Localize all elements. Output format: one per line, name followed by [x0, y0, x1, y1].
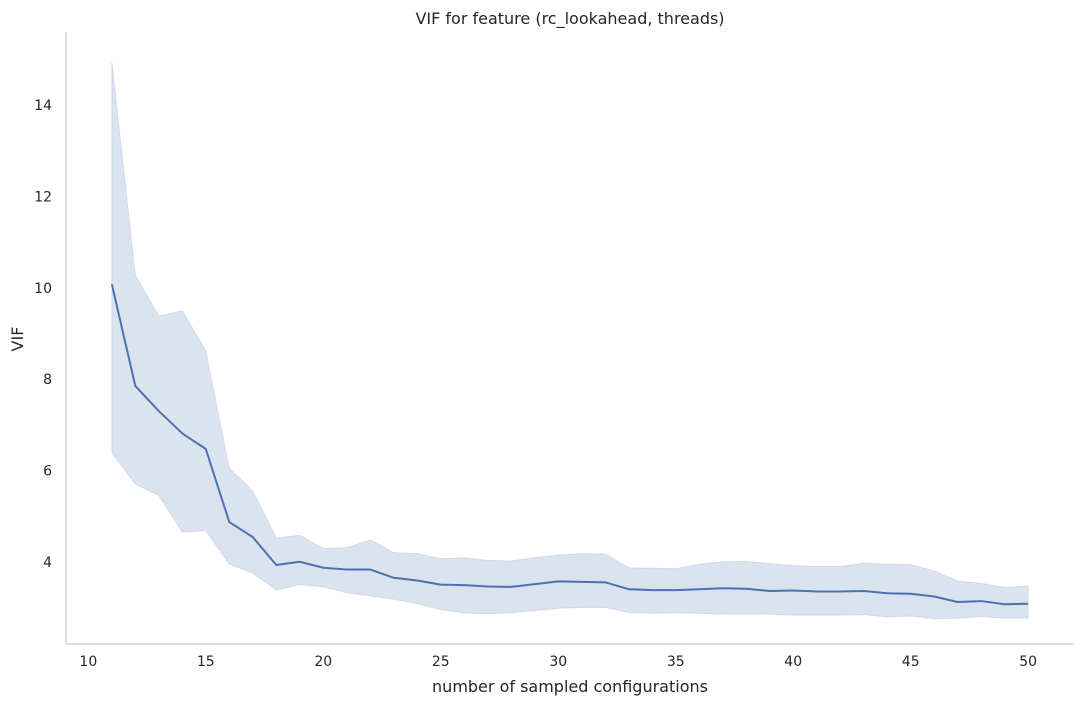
y-axis-label: VIF [8, 327, 27, 352]
data-point [180, 431, 185, 436]
data-point [415, 578, 420, 583]
data-point [697, 587, 702, 592]
data-point [227, 520, 232, 525]
x-tick-label: 10 [79, 654, 97, 670]
y-tick-label: 14 [34, 98, 52, 114]
data-point [344, 567, 349, 572]
data-point [838, 589, 843, 594]
data-point [767, 589, 772, 594]
data-point [274, 562, 279, 567]
data-point [1002, 602, 1007, 607]
confidence-band [111, 61, 1029, 620]
data-point [203, 446, 208, 451]
x-tick-label: 20 [314, 654, 332, 670]
x-axis-label: number of sampled configurations [432, 677, 708, 696]
data-point [556, 579, 561, 584]
data-point [250, 535, 255, 540]
data-point [297, 559, 302, 564]
data-point [979, 599, 984, 604]
data-point [485, 584, 490, 589]
data-point [603, 580, 608, 585]
x-tick-label: 40 [784, 654, 802, 670]
data-point [885, 591, 890, 596]
x-tick-labels: 10 15 20 25 30 35 40 45 50 [79, 654, 1037, 670]
data-point [579, 579, 584, 584]
plot-area [109, 61, 1031, 620]
y-tick-label: 12 [34, 189, 52, 205]
data-point [368, 567, 373, 572]
data-point [861, 589, 866, 594]
data-point [744, 586, 749, 591]
y-tick-label: 4 [43, 555, 52, 571]
data-point [532, 582, 537, 587]
x-tick-label: 30 [549, 654, 567, 670]
x-tick-label: 50 [1019, 654, 1037, 670]
data-point [955, 599, 960, 604]
y-tick-label: 8 [43, 372, 52, 388]
x-tick-label: 25 [432, 654, 450, 670]
data-point [1026, 601, 1031, 606]
x-tick-label: 15 [197, 654, 215, 670]
data-point [462, 583, 467, 588]
data-point [391, 575, 396, 580]
chart-title: VIF for feature (rc_lookahead, threads) [415, 9, 724, 29]
mean-line [110, 283, 1029, 606]
data-point [720, 586, 725, 591]
y-tick-label: 10 [34, 281, 52, 297]
x-tick-label: 35 [667, 654, 685, 670]
data-point [438, 582, 443, 587]
y-tick-label: 6 [43, 463, 52, 479]
data-point [626, 587, 631, 592]
data-point [908, 591, 913, 596]
data-point [673, 588, 678, 593]
y-tick-labels: 4 6 8 10 12 14 [34, 98, 52, 571]
data-point [156, 409, 161, 414]
data-point [133, 383, 138, 388]
data-point [650, 588, 655, 593]
x-tick-label: 45 [902, 654, 920, 670]
data-point [109, 282, 114, 287]
data-point [932, 594, 937, 599]
data-point [321, 565, 326, 570]
data-point [509, 584, 514, 589]
data-point [791, 588, 796, 593]
data-point [814, 589, 819, 594]
